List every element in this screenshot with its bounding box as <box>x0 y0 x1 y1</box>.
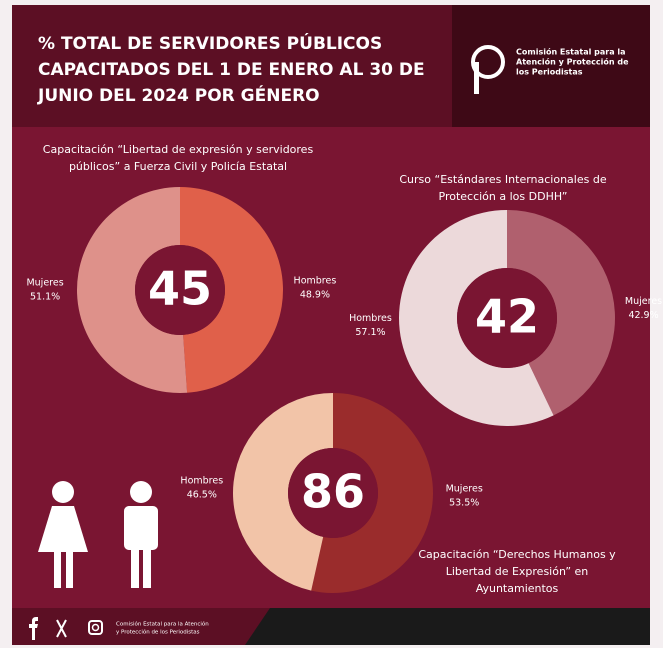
x-icon[interactable] <box>56 619 67 638</box>
logo-mark-stem <box>474 62 479 94</box>
logo-mark <box>471 45 505 79</box>
donut-segment <box>399 210 554 426</box>
donut-segment <box>507 210 615 416</box>
chart-title: Capacitación “Derechos Humanos y <box>418 548 616 561</box>
donut-chart: Curso “Estándares Internacionales de Prot… <box>349 173 662 426</box>
segment-label: Mujeres <box>446 483 483 494</box>
logo-text: Comisión Estatal para la <box>516 47 626 57</box>
header-line: CAPACITADOS DEL 1 DE ENERO AL 30 DE <box>38 60 425 80</box>
chart-title: públicos” a Fuerza Civil y Policía Estat… <box>69 160 287 173</box>
woman-head <box>52 481 74 503</box>
man-body <box>124 506 158 550</box>
footer-accent <box>12 608 270 645</box>
woman-leg <box>66 550 73 588</box>
donut-chart: Capacitación “Derechos Humanos y Libertad… <box>180 393 616 595</box>
header-line: JUNIO DEL 2024 POR GÉNERO <box>37 84 320 106</box>
chart-title: Ayuntamientos <box>476 582 559 595</box>
donut-hole <box>457 268 557 368</box>
donut-total: 86 <box>301 465 365 519</box>
footer-text: Comisión Estatal para la Atención <box>116 621 209 628</box>
donut-total: 42 <box>475 290 539 344</box>
segment-value-label: 48.9% <box>300 289 330 300</box>
man-head <box>130 481 152 503</box>
man-leg <box>143 548 151 588</box>
donut-segment <box>180 187 284 393</box>
donut-hole <box>135 245 225 335</box>
logo-text: Atención y Protección de <box>516 57 629 67</box>
segment-label: Hombres <box>349 313 392 324</box>
segment-label: Hombres <box>180 476 223 487</box>
segment-label: Mujeres <box>625 296 662 307</box>
donut-chart: Capacitación “Libertad de expresión y se… <box>26 143 336 393</box>
donut-hole <box>288 448 378 538</box>
chart-title: Capacitación “Libertad de expresión y se… <box>43 143 314 156</box>
facebook-icon[interactable] <box>29 617 38 640</box>
man-leg <box>131 548 139 588</box>
donut-segment <box>311 393 433 593</box>
segment-value-label: 57.1% <box>355 327 385 338</box>
chart-title: Libertad de Expresión” en <box>446 565 589 578</box>
footer-text: y Protección de los Periodistas <box>116 629 200 636</box>
segment-label: Mujeres <box>26 278 63 289</box>
woman-body <box>38 506 88 552</box>
person-icons <box>38 481 158 588</box>
instagram-icon[interactable] <box>88 620 103 635</box>
instagram-icon-lens <box>91 623 100 632</box>
donut-total: 45 <box>148 262 212 316</box>
segment-value-label: 42.9% <box>628 310 658 321</box>
logo-bg <box>452 5 650 127</box>
donut-segment <box>77 187 188 393</box>
logo-text: los Periodistas <box>516 68 583 77</box>
social-icons <box>29 617 103 640</box>
segment-label: Hombres <box>294 275 337 286</box>
logo: Comisión Estatal para la Atención y Prot… <box>471 45 629 94</box>
donut-segment <box>232 393 333 591</box>
header-title: % TOTAL DE SERVIDORES PÚBLICOS CAPACITAD… <box>37 32 425 106</box>
header-bg <box>12 5 452 127</box>
woman-leg <box>54 550 61 588</box>
segment-value-label: 51.1% <box>30 292 60 303</box>
segment-value-label: 53.5% <box>449 497 479 508</box>
chart-title: Curso “Estándares Internacionales de <box>399 173 606 186</box>
chart-title: Protección a los DDHH” <box>439 190 568 203</box>
segment-value-label: 46.5% <box>187 490 217 501</box>
header-line: % TOTAL DE SERVIDORES PÚBLICOS <box>38 32 382 54</box>
